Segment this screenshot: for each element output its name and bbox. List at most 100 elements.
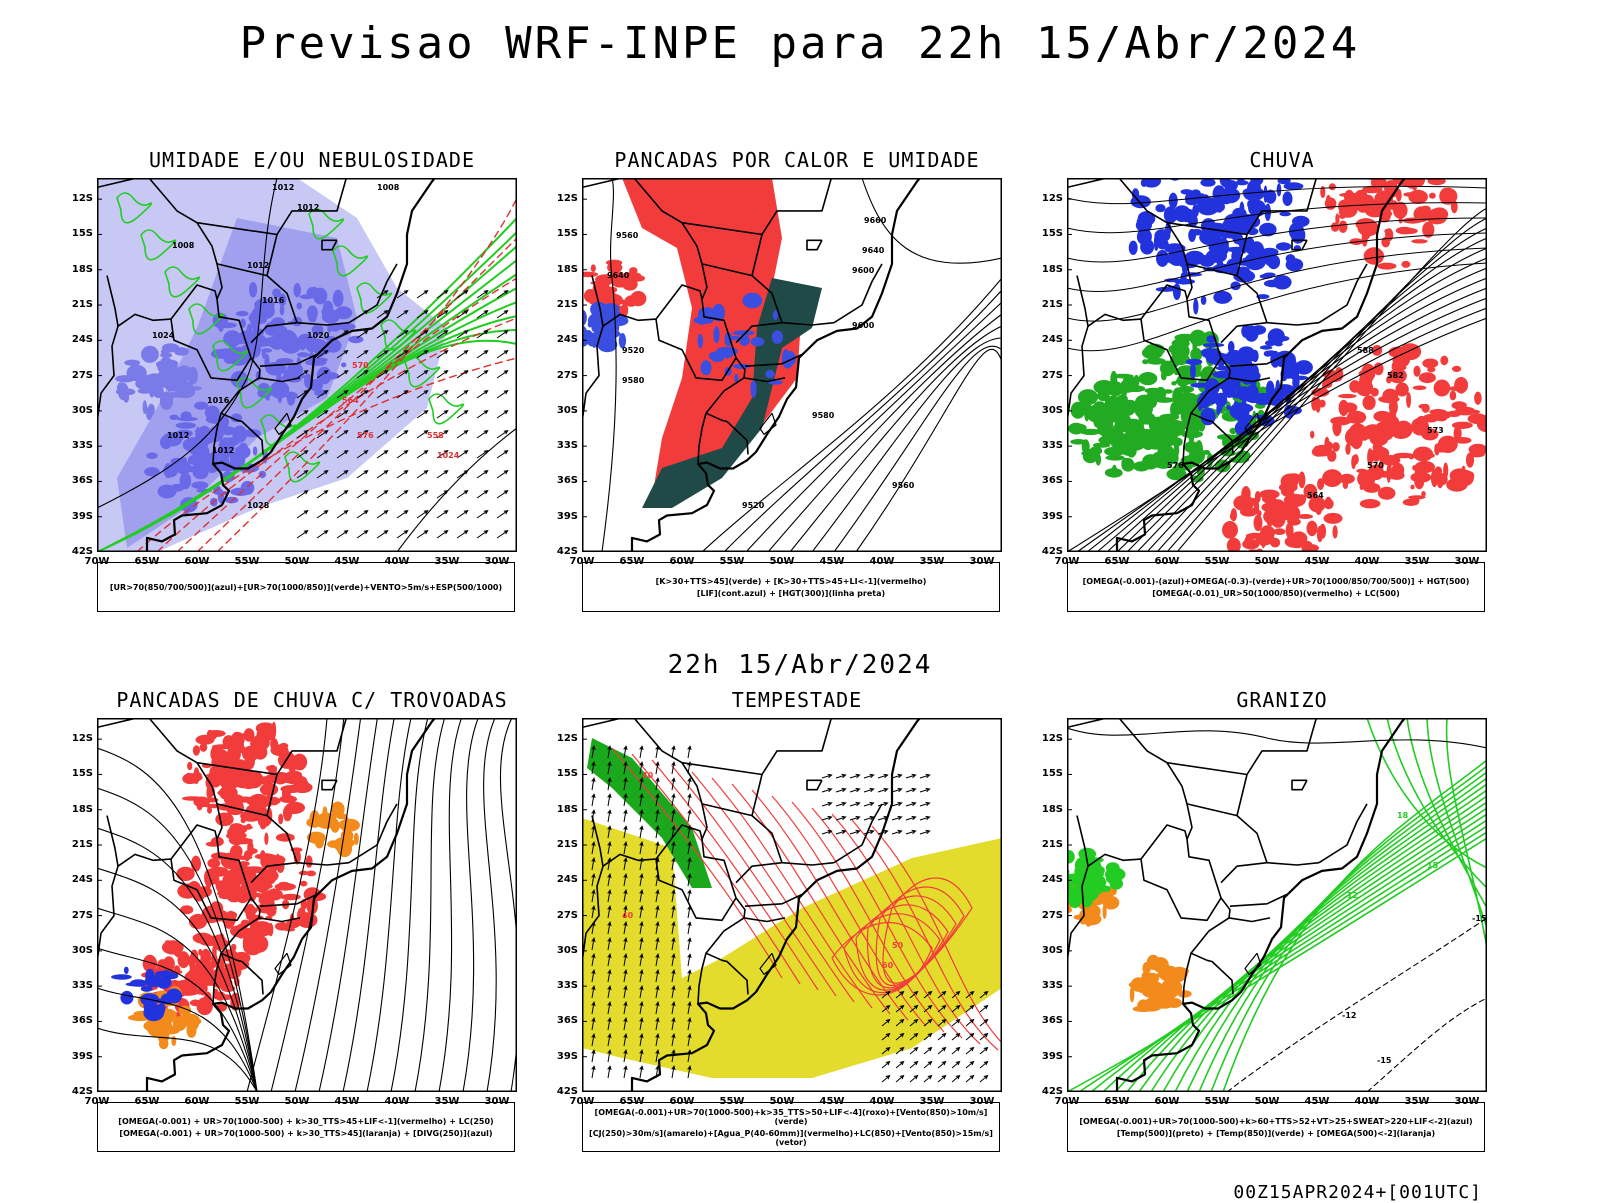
contour-label: 582 [1387,371,1404,380]
rain-red [1241,486,1250,502]
thunderstorm-red [279,795,297,803]
rain-blue [1276,242,1291,251]
rain-red [1420,470,1426,481]
lifted-index-contour [703,361,711,368]
rain-red [1347,411,1366,424]
rain-green [1105,455,1124,461]
country-border [745,894,802,906]
rain-red [1403,218,1423,224]
rain-red [1356,218,1377,230]
lat-label: 36S [55,1015,93,1026]
thunderstorm-red [278,814,283,825]
rain-green [1104,447,1125,456]
rain-red [1413,366,1420,377]
lat-label: 12S [1025,193,1063,204]
rain-green [1070,439,1086,445]
wind-vector [497,451,508,458]
country-border [807,780,822,789]
wind-vector-850 [892,788,902,792]
thunderstorm-orange [342,826,352,833]
rain-blue [1203,343,1224,347]
rain-red [1286,523,1294,539]
contour-label: 1012 [272,183,294,192]
wind-vector [437,531,448,538]
contour-label: 9660 [864,216,887,225]
country-border [1292,780,1307,789]
wind-vector-850 [938,1048,946,1054]
divergence-blue [145,975,163,987]
thunderstorm-red [234,733,249,738]
humidity-core [175,384,182,398]
rain-red [1332,442,1340,452]
lat-label: 30S [1025,945,1063,956]
wind-vector-850 [924,1062,932,1068]
wind-vector-850 [980,1076,988,1082]
wind-vector-850 [864,816,874,820]
wind-vector-850 [688,890,691,902]
panel-legend: [OMEGA(-0.001)+UR>70(1000-500)+k>60+TTS>… [1067,1102,1485,1152]
rain-red [1258,532,1269,547]
wind-vector-850 [896,1062,904,1068]
rain-green [1155,387,1166,400]
wind-vector-850 [592,1066,595,1078]
thunderstorm-red [275,922,290,931]
thunderstorm-red [295,780,308,785]
rain-blue [1279,212,1291,217]
rain-green [1179,341,1184,353]
country-border [1319,804,1367,863]
isobar [397,428,517,552]
wind-vector-850 [864,802,874,806]
wind-vector [377,451,388,458]
rain-blue [1276,336,1281,341]
rain-red [1413,386,1427,391]
wind-vector-850 [850,830,860,834]
thunderstorm-red [244,906,257,914]
wind-vector-850 [822,788,832,792]
wind-vector [457,351,468,358]
contour-label: 1008 [172,241,195,250]
rain-red [1421,491,1426,497]
thunderstorm-red [207,807,212,814]
rain-red [1317,478,1324,490]
rain-red [1413,421,1425,427]
wind-vector-850 [836,774,846,778]
humidity-core [161,349,170,355]
humidity-core [141,346,159,363]
wind-vector [457,291,468,298]
thunderstorm-red [204,992,212,1010]
thunderstorm-red [264,884,273,889]
rain-blue [1264,280,1283,288]
humidity-core [180,472,192,489]
rain-red [1338,394,1356,398]
rain-red [1324,499,1334,510]
legend-line: [OMEGA(-0.001)-(azul)+OMEGA(-0.3)-(verde… [1068,577,1484,586]
rain-blue [1228,360,1241,366]
rain-green [1139,372,1158,385]
wind-vector [437,291,448,298]
contour-label: 9640 [607,271,630,280]
rain-green [1101,433,1122,444]
rain-red [1360,499,1381,508]
wind-vector-850 [822,830,832,834]
rain-blue [1154,229,1170,242]
contour-label: 1024 [152,331,175,340]
rain-blue [1164,206,1178,223]
contour-label: -15 [1377,1056,1392,1065]
temp-850-contour [1110,878,1123,890]
rain-red [1436,473,1448,485]
lat-label: 18S [540,804,578,815]
rain-green [1178,386,1194,393]
rain-red [1343,479,1349,489]
rain-red [1353,454,1359,465]
rain-red [1349,380,1360,393]
country-border [118,854,171,866]
unstable-area-red [591,264,596,272]
wind-vector-850 [906,830,916,834]
wind-vector-850 [864,774,874,778]
panel-title: CHUVA [1022,148,1542,172]
rain-green [1174,334,1195,342]
lat-label: 33S [55,440,93,451]
